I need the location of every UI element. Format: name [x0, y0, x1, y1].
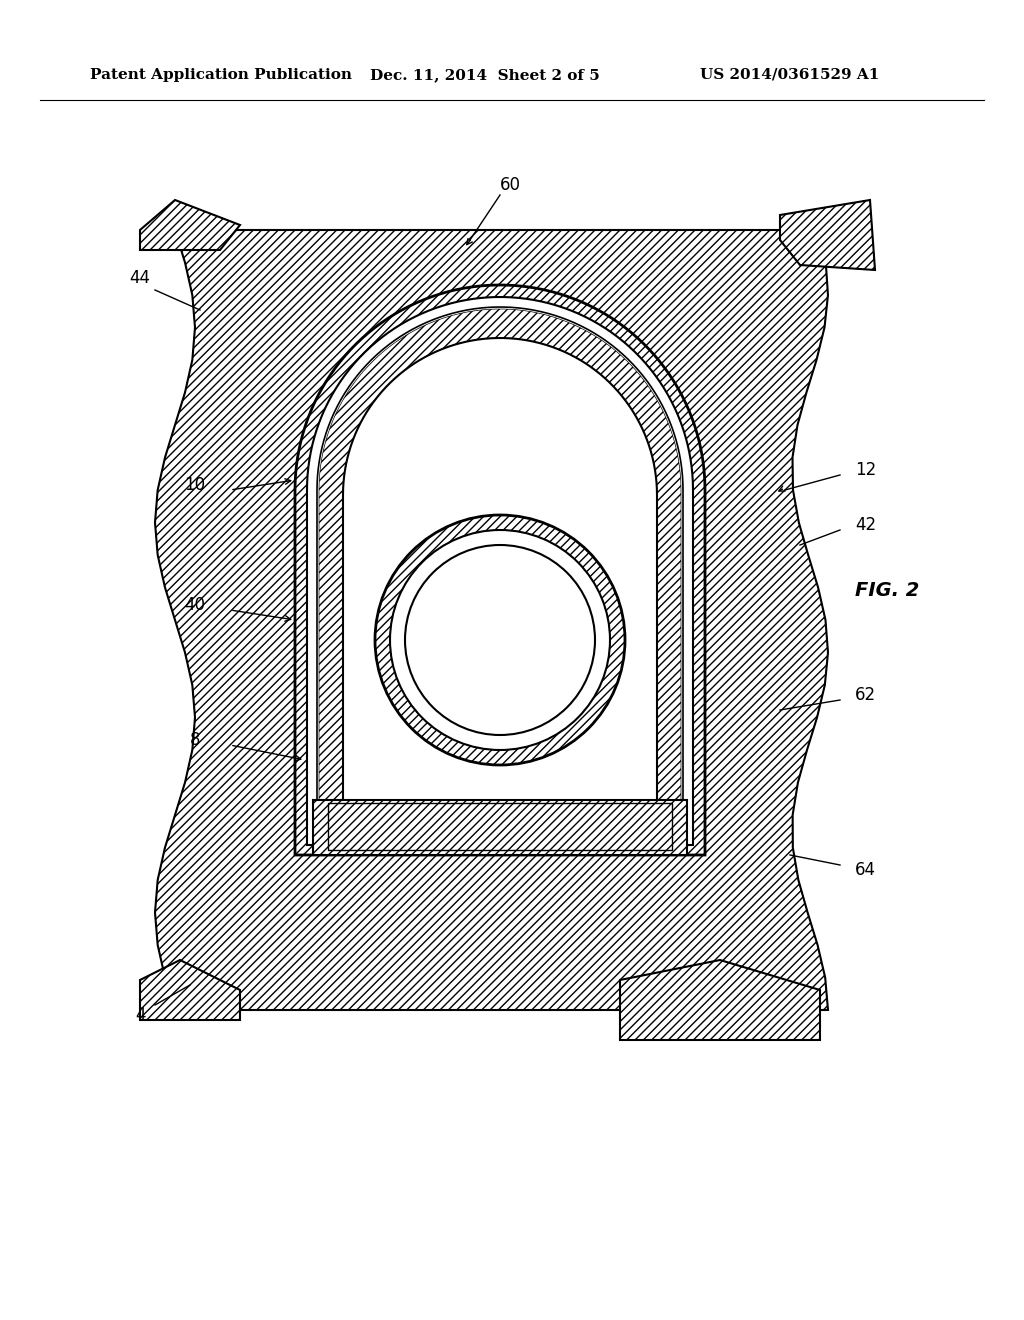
- Text: 8: 8: [189, 731, 201, 748]
- Bar: [313, 800, 687, 855]
- Bar: [313, 800, 687, 855]
- Polygon shape: [155, 230, 828, 1010]
- Text: 42: 42: [855, 516, 877, 535]
- Text: Dec. 11, 2014  Sheet 2 of 5: Dec. 11, 2014 Sheet 2 of 5: [370, 69, 600, 82]
- Text: 64: 64: [855, 861, 876, 879]
- Text: 44: 44: [129, 269, 151, 286]
- Text: US 2014/0361529 A1: US 2014/0361529 A1: [700, 69, 880, 82]
- Text: 60: 60: [500, 176, 520, 194]
- Polygon shape: [780, 201, 874, 271]
- Polygon shape: [295, 285, 705, 855]
- Polygon shape: [620, 960, 820, 1040]
- Circle shape: [390, 531, 610, 750]
- Polygon shape: [140, 201, 240, 249]
- Polygon shape: [343, 338, 657, 833]
- Text: Patent Application Publication: Patent Application Publication: [90, 69, 352, 82]
- Text: 40: 40: [184, 597, 206, 614]
- Polygon shape: [140, 960, 240, 1020]
- Text: 10: 10: [184, 477, 206, 494]
- Polygon shape: [319, 309, 681, 836]
- Bar: [328, 803, 672, 850]
- Text: 62: 62: [855, 686, 877, 704]
- Text: 12: 12: [855, 461, 877, 479]
- Polygon shape: [317, 308, 683, 837]
- Text: 4: 4: [135, 1006, 145, 1024]
- Circle shape: [406, 545, 595, 735]
- Bar: [328, 803, 672, 850]
- Polygon shape: [307, 297, 693, 845]
- Circle shape: [375, 515, 625, 766]
- Text: FIG. 2: FIG. 2: [855, 581, 920, 599]
